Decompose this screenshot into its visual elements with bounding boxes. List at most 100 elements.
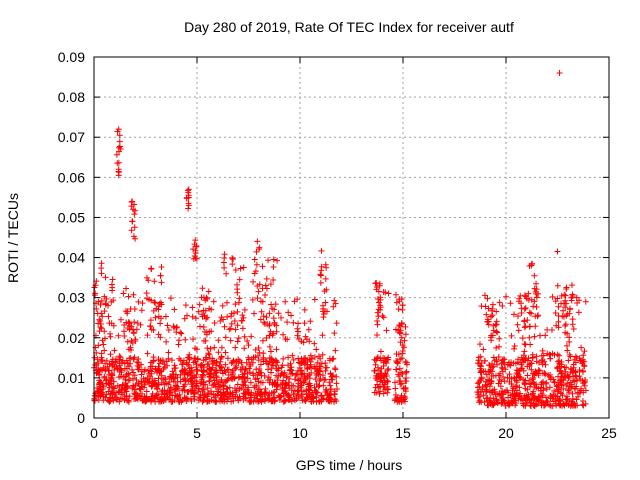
data-point xyxy=(262,282,269,289)
data-point xyxy=(298,360,305,367)
data-point xyxy=(519,400,526,407)
data-point xyxy=(266,343,273,350)
data-point xyxy=(143,274,150,281)
data-point xyxy=(295,380,302,387)
data-point xyxy=(257,389,264,396)
data-point xyxy=(115,332,122,339)
data-point xyxy=(564,380,571,387)
data-point xyxy=(153,381,160,388)
data-point xyxy=(288,312,295,319)
data-point xyxy=(244,338,251,345)
data-point xyxy=(530,390,537,397)
data-point xyxy=(200,363,207,370)
data-point xyxy=(259,337,266,344)
data-point xyxy=(547,371,554,378)
data-point xyxy=(499,394,506,401)
data-point xyxy=(292,372,299,379)
y-tick-label: 0.01 xyxy=(58,370,85,386)
data-point xyxy=(192,345,199,352)
data-point xyxy=(123,285,130,292)
data-point xyxy=(255,352,262,359)
data-point xyxy=(94,384,101,391)
data-point xyxy=(205,350,212,357)
y-tick-label: 0.06 xyxy=(58,169,85,185)
data-point xyxy=(188,375,195,382)
data-point xyxy=(124,338,131,345)
data-point xyxy=(199,285,206,292)
data-point xyxy=(317,279,324,286)
data-point xyxy=(260,356,267,363)
data-point xyxy=(280,377,287,384)
data-point xyxy=(573,396,580,403)
data-point xyxy=(526,323,533,330)
data-point xyxy=(200,357,207,364)
data-point xyxy=(206,305,213,312)
data-point xyxy=(317,271,324,278)
data-point xyxy=(147,322,154,329)
data-point xyxy=(401,337,408,344)
data-point xyxy=(219,302,226,309)
data-point xyxy=(508,332,515,339)
data-point xyxy=(581,382,588,389)
data-point xyxy=(542,332,549,339)
data-point xyxy=(272,357,279,364)
data-point xyxy=(230,256,237,263)
data-point xyxy=(235,397,242,404)
data-point xyxy=(319,332,326,339)
data-point xyxy=(247,392,254,399)
data-point xyxy=(268,369,275,376)
data-point xyxy=(232,344,239,351)
data-point xyxy=(260,313,267,320)
data-point xyxy=(208,390,215,397)
data-point xyxy=(332,347,339,354)
data-point xyxy=(193,366,200,373)
data-point xyxy=(236,276,243,283)
data-point xyxy=(252,354,259,361)
data-point xyxy=(244,386,251,393)
data-point xyxy=(383,327,390,334)
data-point xyxy=(209,364,216,371)
data-point xyxy=(551,387,558,394)
data-point xyxy=(156,360,163,367)
data-point xyxy=(569,395,576,402)
data-point xyxy=(157,272,164,279)
data-point xyxy=(524,317,531,324)
data-point xyxy=(157,334,164,341)
data-point xyxy=(319,396,326,403)
data-point xyxy=(304,394,311,401)
data-point xyxy=(300,339,307,346)
data-point xyxy=(103,391,110,398)
data-point xyxy=(307,318,314,325)
data-point xyxy=(147,363,154,370)
data-point xyxy=(141,384,148,391)
data-point xyxy=(228,313,235,320)
data-point xyxy=(192,247,199,254)
data-point xyxy=(566,383,573,390)
data-point xyxy=(498,360,505,367)
data-point xyxy=(520,367,527,374)
data-point xyxy=(276,397,283,404)
data-point xyxy=(268,301,275,308)
data-point xyxy=(190,336,197,343)
data-point xyxy=(266,322,273,329)
data-point xyxy=(245,342,252,349)
data-point xyxy=(395,306,402,313)
data-point xyxy=(510,360,517,367)
data-point xyxy=(373,279,380,286)
data-point xyxy=(565,357,572,364)
data-point xyxy=(290,319,297,326)
data-point xyxy=(290,356,297,363)
data-point xyxy=(293,370,300,377)
data-point xyxy=(305,386,312,393)
data-point xyxy=(549,293,556,300)
data-point xyxy=(326,394,333,401)
data-point xyxy=(332,366,339,373)
data-point xyxy=(131,306,138,313)
data-point xyxy=(225,371,232,378)
data-point xyxy=(396,398,403,405)
data-point xyxy=(393,366,400,373)
data-point xyxy=(526,383,533,390)
data-point xyxy=(98,270,105,277)
data-point xyxy=(273,372,280,379)
data-point xyxy=(531,333,538,340)
